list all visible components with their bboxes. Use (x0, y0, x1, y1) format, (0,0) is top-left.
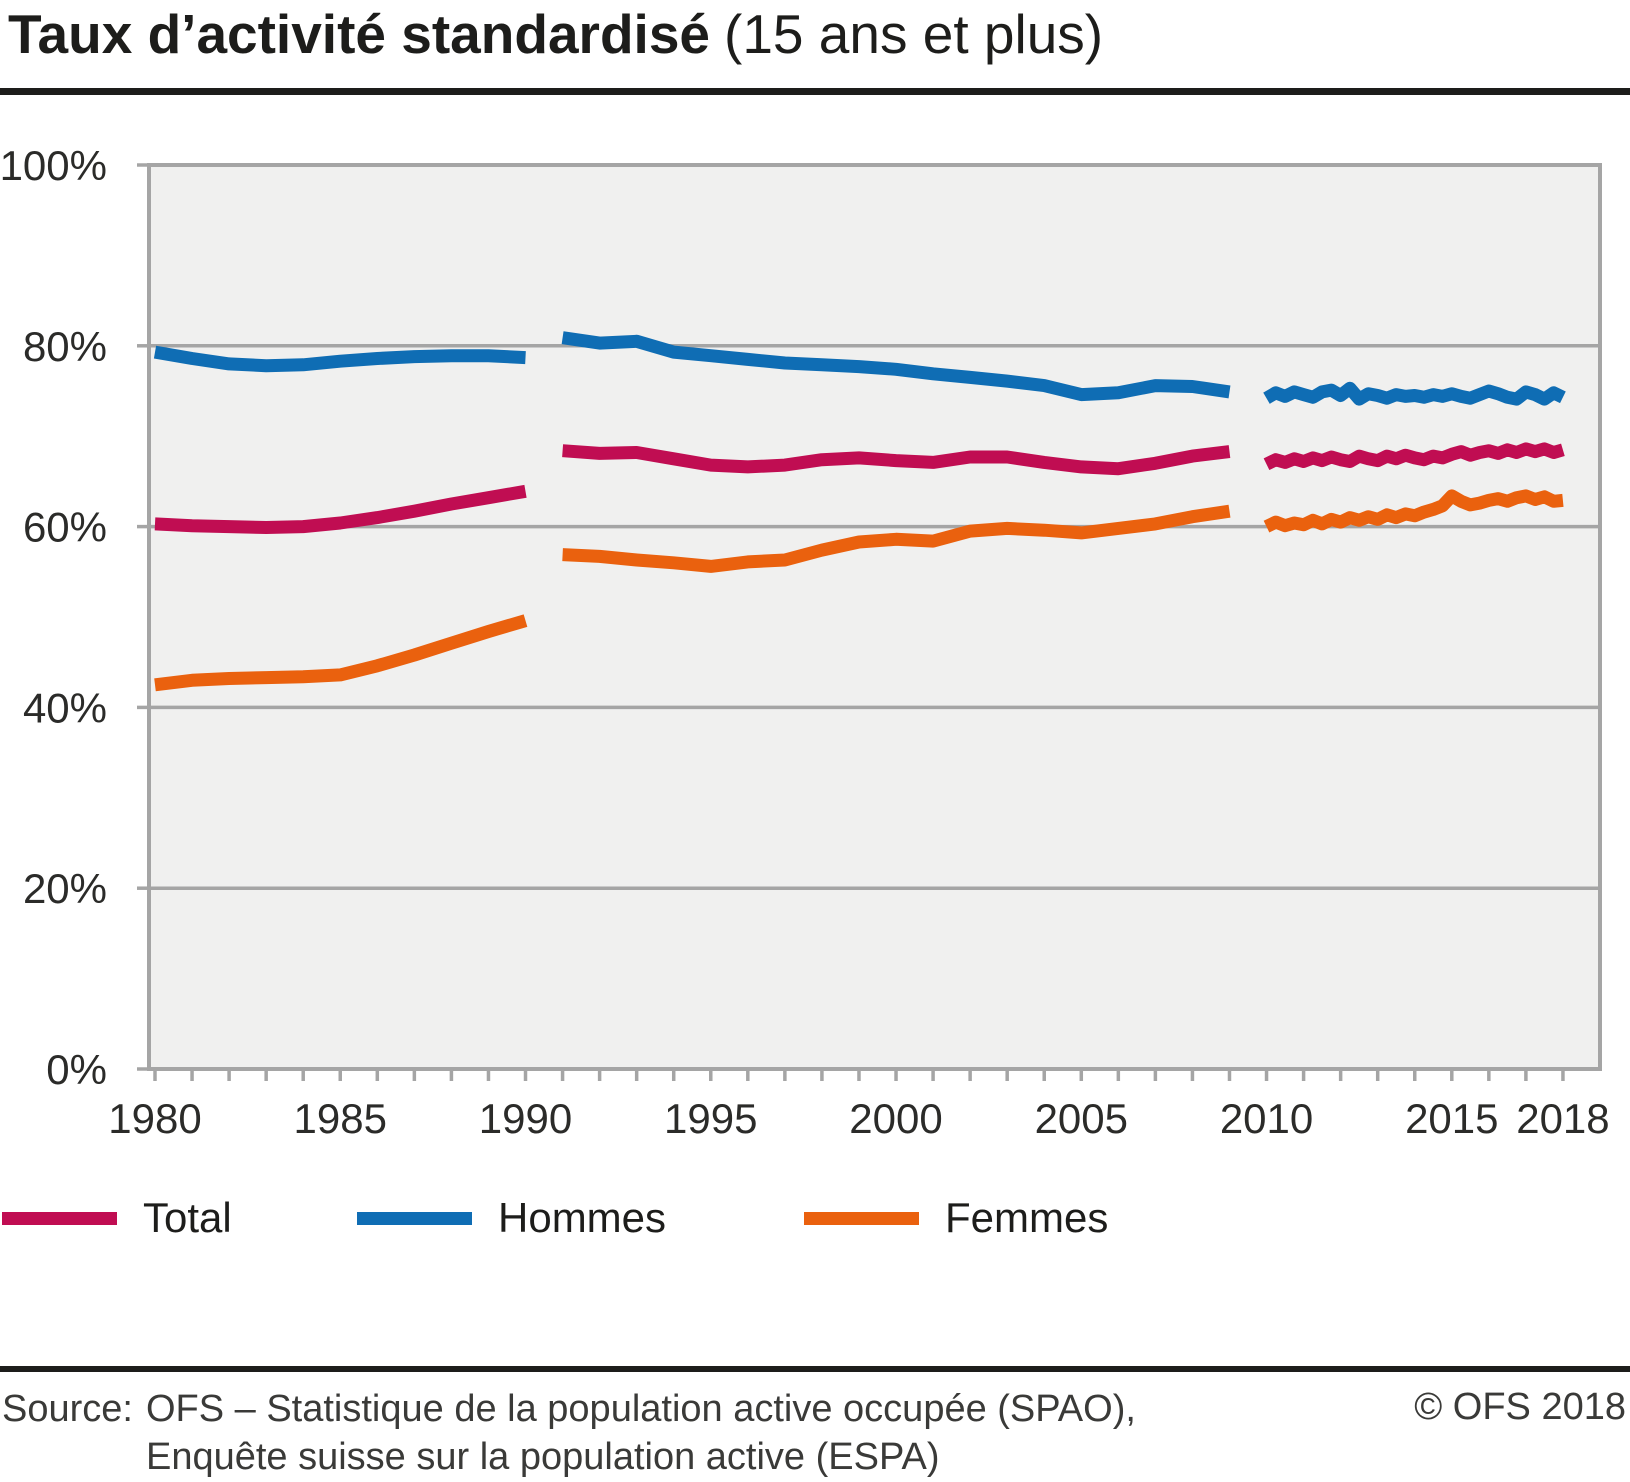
y-tick-label: 20% (23, 865, 107, 912)
series-line-total (154, 484, 527, 534)
series-line-total (562, 444, 1231, 476)
x-tick-label: 2010 (1220, 1095, 1313, 1142)
copyright-note: © OFS 2018 (1414, 1386, 1626, 1428)
x-tick-label: 1980 (108, 1095, 201, 1142)
legend-label-femmes: Femmes (945, 1194, 1109, 1241)
source-note: Source: OFS – Statistique de la populati… (2, 1386, 1136, 1482)
x-tick-label: 2000 (849, 1095, 942, 1142)
chart-title: Taux d’activité standardisé (8, 3, 711, 65)
series-line-femmes (154, 614, 528, 692)
plot-area (149, 165, 1600, 1069)
x-tick-label: 1990 (479, 1095, 572, 1142)
series-line-total (1263, 442, 1565, 471)
x-tick-label: 1995 (664, 1095, 757, 1142)
x-tick-label: 2005 (1035, 1095, 1128, 1142)
y-tick-label: 40% (23, 684, 107, 731)
page-title: Taux d’activité standardisé (15 ans et pl… (8, 4, 1103, 65)
source-label: Source: (2, 1388, 133, 1430)
y-tick-label: 60% (23, 504, 107, 551)
activity-rate-line-chart: 0% 20% 40% 60% 80% 100% 1980 1985 1990 1995 2000 20… (0, 142, 1610, 1142)
legend-item-hommes: Hommes (357, 1196, 666, 1240)
series-line-femmes (562, 504, 1231, 573)
series-line-hommes (1263, 381, 1566, 406)
series-line-hommes (153, 345, 526, 373)
y-tick-label: 100% (0, 142, 107, 189)
legend-swatch-femmes (804, 1211, 919, 1225)
legend: Total Hommes Femmes (0, 1196, 1630, 1240)
source-line-2: Enquête suisse sur la population active … (145, 1435, 940, 1478)
y-tick-label: 80% (23, 323, 107, 370)
y-tick-label: 0% (46, 1046, 107, 1093)
series-line-femmes (1263, 489, 1564, 533)
title-divider (0, 88, 1630, 95)
chart-subtitle: (15 ans et plus) (724, 3, 1104, 65)
source-line-1: OFS – Statistique de la population activ… (145, 1388, 1136, 1430)
x-tick-label: 2018 (1516, 1095, 1609, 1142)
page: { "title": { "main": "Taux d’activité st… (0, 3, 1630, 1478)
x-tick-label: 1985 (294, 1095, 387, 1142)
legend-swatch-hommes (357, 1211, 472, 1225)
x-tick-label: 2015 (1405, 1095, 1498, 1142)
legend-swatch-total (2, 1211, 117, 1225)
legend-label-hommes: Hommes (498, 1194, 667, 1241)
series-line-hommes (561, 331, 1231, 402)
legend-item-total: Total (2, 1196, 232, 1240)
legend-item-femmes: Femmes (804, 1196, 1108, 1240)
footer-divider (0, 1366, 1630, 1372)
plot-frame (147, 163, 1602, 1071)
legend-label-total: Total (143, 1194, 232, 1241)
